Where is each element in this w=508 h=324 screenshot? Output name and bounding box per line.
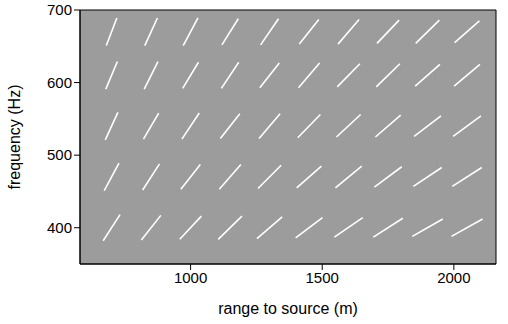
svg-text:range to source (m): range to source (m) [218, 300, 358, 317]
svg-text:frequency (Hz): frequency (Hz) [6, 85, 23, 190]
svg-text:600: 600 [47, 74, 72, 91]
svg-text:2000: 2000 [437, 269, 470, 286]
svg-text:1000: 1000 [174, 269, 207, 286]
svg-text:500: 500 [47, 146, 72, 163]
svg-text:400: 400 [47, 219, 72, 236]
svg-text:1500: 1500 [306, 269, 339, 286]
svg-text:700: 700 [47, 1, 72, 18]
